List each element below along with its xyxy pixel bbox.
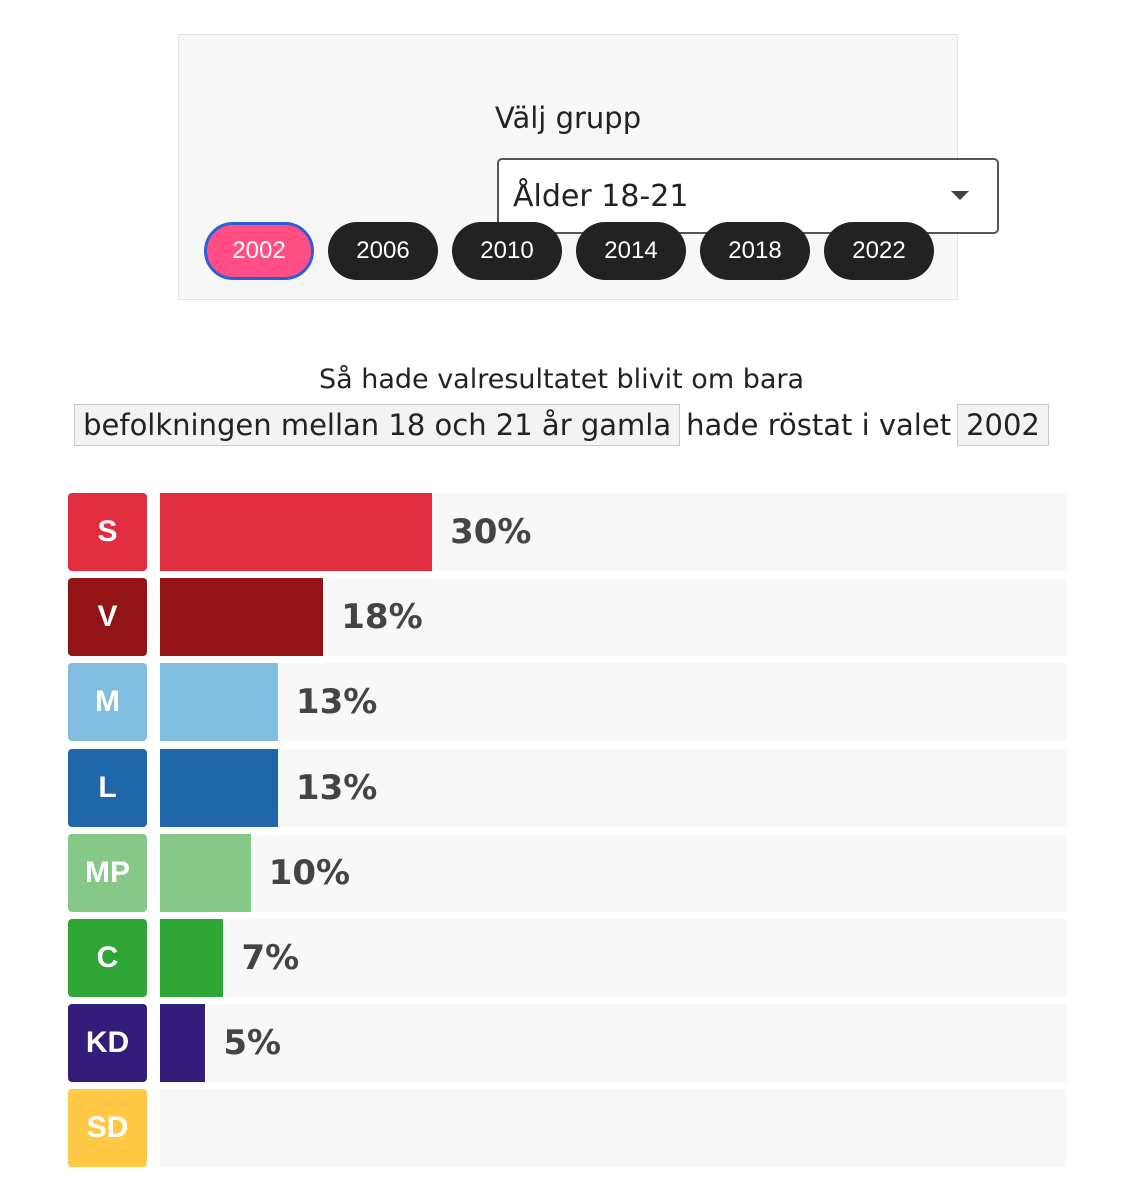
bar-track: 30% bbox=[160, 493, 1067, 571]
bar-KD bbox=[160, 1004, 206, 1082]
party-badge: C bbox=[68, 919, 147, 997]
party-badge: S bbox=[68, 493, 147, 571]
select-group-title: Välj grupp bbox=[494, 101, 642, 135]
party-badge: MP bbox=[68, 834, 147, 912]
party-badge: V bbox=[68, 578, 147, 656]
bar-track: 5% bbox=[160, 1004, 1067, 1082]
bar-S bbox=[160, 493, 433, 571]
party-badge: KD bbox=[68, 1004, 147, 1082]
year-button-2022[interactable]: 2022 bbox=[824, 222, 934, 280]
bar-track: 7% bbox=[160, 919, 1067, 997]
result-subheading: befolkningen mellan 18 och 21 år gamla ha… bbox=[0, 404, 1123, 446]
value-label: 5% bbox=[223, 1023, 282, 1063]
year-button-2002[interactable]: 2002 bbox=[204, 222, 314, 280]
year-button-2010[interactable]: 2010 bbox=[452, 222, 562, 280]
bar-MP bbox=[160, 834, 251, 912]
bar-track: 13% bbox=[160, 663, 1067, 741]
bar-track bbox=[160, 1089, 1067, 1167]
year-button-2018[interactable]: 2018 bbox=[700, 222, 810, 280]
party-badge: SD bbox=[68, 1089, 147, 1167]
bar-track: 18% bbox=[160, 578, 1067, 656]
party-row: C 7% bbox=[68, 919, 1068, 997]
value-label: 13% bbox=[295, 682, 378, 722]
value-label: 30% bbox=[450, 512, 532, 552]
bar-L bbox=[160, 749, 278, 827]
party-row: MP 10% bbox=[68, 834, 1068, 912]
heading-middle-text: hade röstat i valet bbox=[686, 408, 952, 442]
bar-M bbox=[160, 663, 278, 741]
group-chip: befolkningen mellan 18 och 21 år gamla bbox=[74, 404, 681, 446]
party-row: KD 5% bbox=[68, 1004, 1068, 1082]
year-button-2014[interactable]: 2014 bbox=[576, 222, 686, 280]
value-label: 10% bbox=[268, 853, 351, 893]
value-label: 7% bbox=[241, 938, 300, 978]
value-label: 13% bbox=[295, 768, 378, 808]
party-badge: L bbox=[68, 749, 147, 827]
bar-C bbox=[160, 919, 224, 997]
party-badge: M bbox=[68, 663, 147, 741]
year-chip: 2002 bbox=[957, 404, 1049, 446]
bar-track: 10% bbox=[160, 834, 1067, 912]
party-row: S 30% bbox=[68, 493, 1068, 571]
result-heading: Så hade valresultatet blivit om bara bbox=[318, 364, 805, 395]
group-select-value: Ålder 18-21 bbox=[513, 178, 689, 214]
chevron-down-icon bbox=[951, 191, 969, 200]
bar-track: 13% bbox=[160, 749, 1067, 827]
year-button-2006[interactable]: 2006 bbox=[328, 222, 438, 280]
value-label: 18% bbox=[341, 597, 423, 637]
bar-V bbox=[160, 578, 324, 656]
party-row: V 18% bbox=[68, 578, 1068, 656]
party-row: M 13% bbox=[68, 663, 1068, 741]
party-row: L 13% bbox=[68, 749, 1068, 827]
party-row: SD bbox=[68, 1089, 1068, 1167]
